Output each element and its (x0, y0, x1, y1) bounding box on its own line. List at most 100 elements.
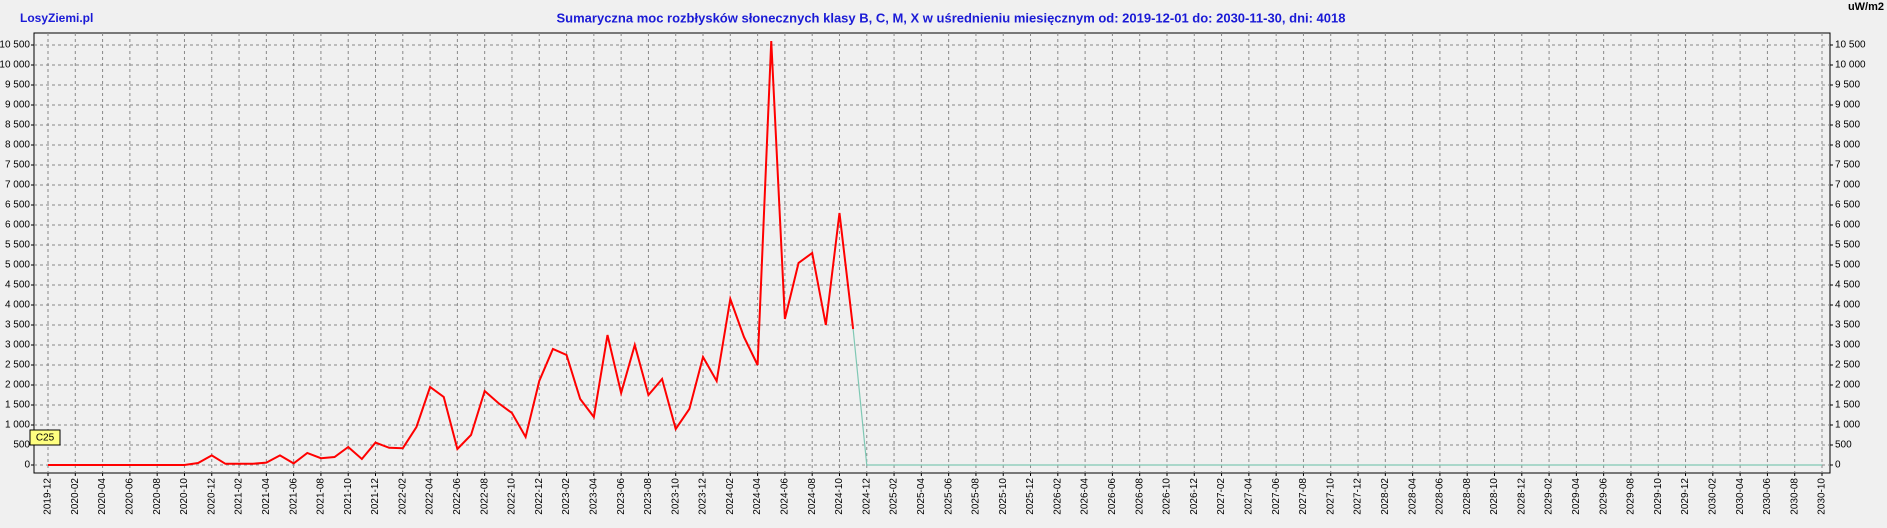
plot-area (33, 32, 1831, 474)
x-tick-label: 2029-04 (1571, 478, 1582, 515)
x-tick-label: 2028-04 (1407, 478, 1418, 515)
y2-tick-label: 4 000 (1835, 300, 1860, 311)
x-tick-label: 2029-10 (1653, 478, 1664, 515)
y-tick-label: 2 500 (5, 360, 30, 371)
x-tick-label: 2027-12 (1353, 478, 1364, 515)
x-tick-label: 2023-04 (588, 478, 599, 515)
x-tick-label: 2025-08 (971, 478, 982, 515)
y-tick-label: 10 000 (0, 60, 30, 71)
unit-label: uW/m2 (1848, 1, 1884, 13)
x-tick-label: 2030-08 (1789, 478, 1800, 515)
x-tick-label: 2026-02 (1052, 478, 1063, 515)
y2-tick-label: 0 (1835, 460, 1841, 471)
y-tick-label: 1 000 (5, 420, 30, 431)
x-tick-label: 2022-06 (452, 478, 463, 515)
x-tick-label: 2020-10 (179, 478, 190, 515)
y-tick-label: 9 000 (5, 100, 30, 111)
y2-tick-label: 1 500 (1835, 400, 1860, 411)
y-tick-label: 8 500 (5, 120, 30, 131)
x-tick-label: 2025-10 (998, 478, 1009, 515)
x-tick-label: 2027-02 (1216, 478, 1227, 515)
y2-tick-label: 2 500 (1835, 360, 1860, 371)
x-tick-label: 2022-08 (479, 478, 490, 515)
y-tick-label: 4 500 (5, 280, 30, 291)
y-tick-label: 2 000 (5, 380, 30, 391)
x-tick-label: 2028-02 (1380, 478, 1391, 515)
x-tick-label: 2030-06 (1762, 478, 1773, 515)
x-tick-label: 2029-06 (1598, 478, 1609, 515)
x-tick-label: 2028-10 (1489, 478, 1500, 515)
y2-tick-label: 8 000 (1835, 140, 1860, 151)
x-tick-label: 2021-02 (234, 478, 245, 515)
x-tick-label: 2023-08 (643, 478, 654, 515)
x-tick-label: 2022-02 (397, 478, 408, 515)
y2-tick-label: 10 000 (1835, 60, 1866, 71)
x-tick-label: 2025-12 (1025, 478, 1036, 515)
y2-tick-label: 9 500 (1835, 80, 1860, 91)
x-tick-label: 2023-06 (616, 478, 627, 515)
x-tick-label: 2021-08 (316, 478, 327, 515)
x-tick-label: 2024-02 (725, 478, 736, 515)
x-tick-label: 2019-12 (43, 478, 54, 515)
x-tick-label: 2025-02 (889, 478, 900, 515)
x-tick-label: 2021-06 (288, 478, 299, 515)
data-line (48, 40, 855, 466)
x-tick-label: 2029-02 (1544, 478, 1555, 515)
x-tick-label: 2027-04 (1244, 478, 1255, 515)
annotation-box (29, 429, 61, 446)
x-tick-label: 2026-04 (1080, 478, 1091, 515)
annotation: C25 (36, 433, 55, 444)
y2-tick-label: 2 000 (1835, 380, 1860, 391)
x-tick-label: 2024-04 (752, 478, 763, 515)
y2-tick-label: 4 500 (1835, 280, 1860, 291)
y2-tick-label: 7 500 (1835, 160, 1860, 171)
y-tick-label: 0 (24, 460, 30, 471)
x-tick-label: 2030-10 (1817, 478, 1828, 515)
y2-tick-label: 6 500 (1835, 200, 1860, 211)
x-tick-label: 2027-08 (1298, 478, 1309, 515)
x-tick-label: 2022-04 (425, 478, 436, 515)
x-tick-label: 2022-10 (507, 478, 518, 515)
y-tick-label: 500 (13, 440, 30, 451)
x-tick-label: 2023-12 (698, 478, 709, 515)
x-tick-label: 2020-02 (70, 478, 81, 515)
y-tick-label: 3 000 (5, 340, 30, 351)
x-tick-label: 2024-10 (834, 478, 845, 515)
x-tick-label: 2024-06 (780, 478, 791, 515)
y2-tick-label: 500 (1835, 440, 1852, 451)
y-tick-label: 3 500 (5, 320, 30, 331)
y2-tick-label: 8 500 (1835, 120, 1860, 131)
y-tick-label: 8 000 (5, 140, 30, 151)
x-tick-label: 2021-12 (370, 478, 381, 515)
chart-title: Sumaryczna moc rozbłysków słonecznych kl… (557, 10, 1346, 25)
y-tick-label: 5 500 (5, 240, 30, 251)
x-tick-label: 2025-06 (943, 478, 954, 515)
x-tick-label: 2027-06 (1271, 478, 1282, 515)
y-tick-label: 4 000 (5, 300, 30, 311)
x-tick-label: 2021-04 (261, 478, 272, 515)
y2-tick-label: 1 000 (1835, 420, 1860, 431)
y-tick-label: 6 500 (5, 200, 30, 211)
y2-tick-label: 10 500 (1835, 40, 1866, 51)
x-tick-label: 2029-12 (1680, 478, 1691, 515)
x-tick-label: 2025-04 (916, 478, 927, 515)
x-tick-label: 2022-12 (534, 478, 545, 515)
y-tick-label: 5 000 (5, 260, 30, 271)
y2-tick-label: 5 000 (1835, 260, 1860, 271)
x-tick-label: 2021-10 (343, 478, 354, 515)
y-tick-label: 6 000 (5, 220, 30, 231)
y2-tick-label: 5 500 (1835, 240, 1860, 251)
x-tick-label: 2026-10 (1162, 478, 1173, 515)
site-name: LosyZiemi.pl (20, 11, 93, 25)
y-tick-label: 10 500 (0, 40, 30, 51)
y-tick-label: 7 000 (5, 180, 30, 191)
x-tick-label: 2023-10 (670, 478, 681, 515)
y-tick-label: 9 500 (5, 80, 30, 91)
x-tick-label: 2029-08 (1626, 478, 1637, 515)
x-tick-label: 2026-12 (1189, 478, 1200, 515)
y2-tick-label: 3 000 (1835, 340, 1860, 351)
x-tick-label: 2020-08 (152, 478, 163, 515)
x-tick-label: 2020-06 (125, 478, 136, 515)
y2-tick-label: 6 000 (1835, 220, 1860, 231)
